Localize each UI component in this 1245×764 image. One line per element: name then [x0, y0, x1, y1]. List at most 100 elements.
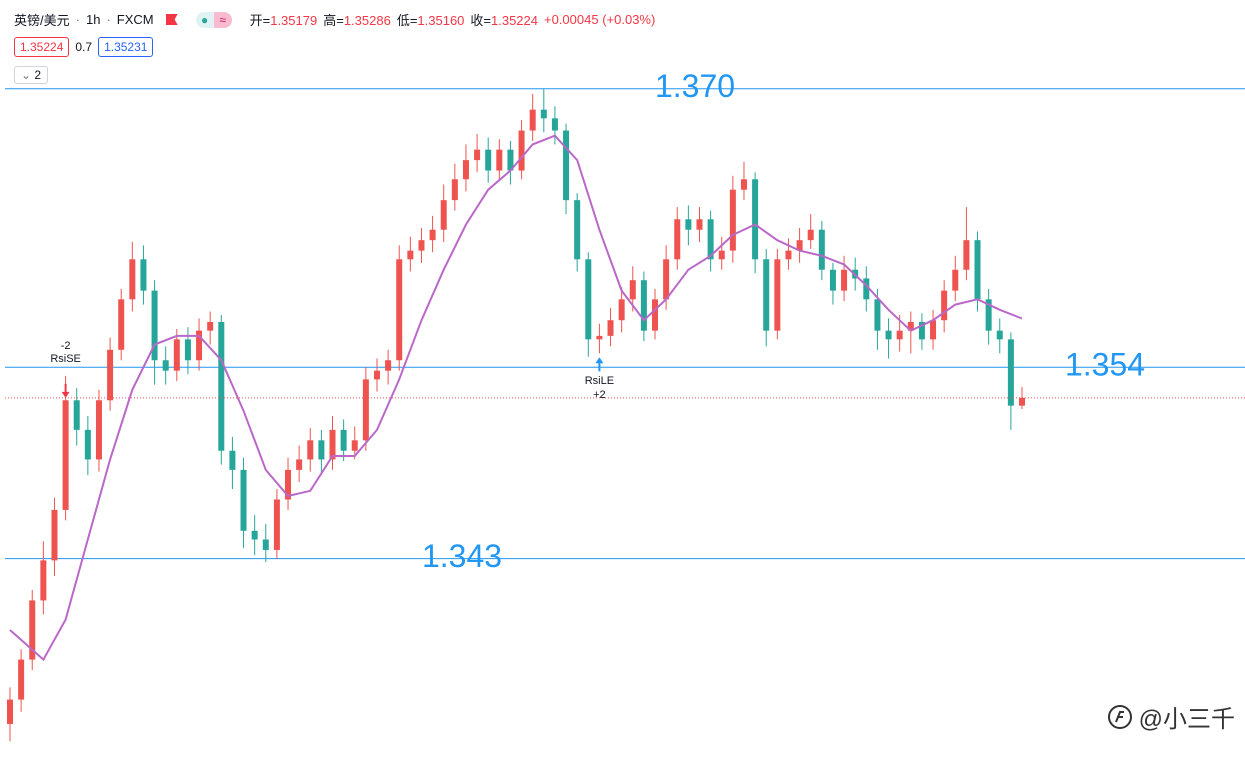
candle-body — [51, 509, 58, 561]
candle-body — [663, 259, 670, 300]
candle-body — [618, 299, 625, 321]
candle-body — [796, 240, 803, 251]
candle-body — [151, 290, 158, 361]
signal-arrow — [61, 383, 70, 398]
candle-body — [373, 370, 380, 380]
candle-body — [629, 280, 636, 300]
candle-body — [318, 440, 325, 460]
candle-body — [696, 219, 703, 230]
candle-body — [62, 400, 69, 510]
watermark-icon — [1107, 704, 1132, 729]
indicator-toggle[interactable]: ⌄ 2 — [14, 66, 49, 84]
candle-body — [540, 109, 547, 119]
ohlc-label: 高= — [323, 13, 344, 28]
signal-qty: -2 — [61, 340, 71, 352]
candle-body — [952, 269, 959, 291]
candle-body — [29, 600, 36, 660]
candle-body — [685, 219, 692, 230]
candle-body — [385, 360, 392, 371]
order-row: 1.35224 0.7 1.35231 — [14, 37, 154, 57]
candle-body — [518, 130, 525, 171]
candle-body — [95, 400, 102, 460]
level-label: 1.343 — [422, 538, 502, 574]
candle-body — [507, 149, 514, 171]
candle-body — [1019, 397, 1025, 406]
candle-body — [818, 229, 825, 270]
candle-body — [729, 189, 736, 251]
source: FXCM — [116, 12, 154, 27]
candle-body — [440, 200, 447, 230]
candle-body — [930, 320, 937, 340]
ohlc-value: 1.35224 — [491, 13, 538, 28]
candle-body — [18, 659, 25, 700]
moving-average — [9, 134, 1023, 662]
candle-body — [607, 320, 614, 336]
candle-body — [640, 280, 647, 331]
candle-body — [462, 160, 469, 180]
candle-body — [196, 330, 203, 361]
signal-qty: +2 — [593, 389, 606, 401]
candle-body — [184, 339, 191, 361]
candle-body — [563, 130, 570, 201]
candle-body — [240, 469, 247, 531]
candle-body — [229, 450, 236, 470]
candle-body — [396, 259, 403, 361]
candle-body — [974, 240, 981, 300]
candle-body — [551, 118, 558, 131]
candle-body — [863, 278, 870, 300]
candle-body — [107, 349, 114, 401]
candle-body — [451, 179, 458, 201]
candle-body — [740, 179, 747, 190]
candle-body — [785, 250, 792, 260]
candle-body — [707, 219, 714, 260]
ohlc-high: 高=1.35286 — [323, 10, 391, 29]
ohlc-value: 1.35179 — [270, 13, 318, 28]
candle-body — [774, 259, 781, 331]
candle-body — [941, 290, 948, 321]
watermark: @小三千 — [1107, 699, 1235, 734]
candle-body — [262, 539, 269, 550]
candle-body — [118, 299, 125, 350]
signal-name: RsiLE — [585, 375, 614, 387]
status-pill[interactable]: ● ≈ — [195, 11, 232, 28]
ohlc-value: 1.35286 — [343, 13, 391, 28]
candle-body — [763, 259, 770, 331]
candle-body — [307, 440, 314, 460]
candle-body — [918, 321, 925, 340]
candle-body — [807, 229, 814, 241]
level-label: 1.370 — [655, 68, 735, 104]
candle-body — [829, 269, 836, 291]
indicator-count: 2 — [34, 68, 42, 82]
candle-body — [73, 400, 80, 430]
candle-body — [652, 299, 659, 331]
watermark-text: @小三千 — [1138, 706, 1235, 733]
ohlc-open: 开=1.35179 — [250, 10, 318, 29]
sell-button[interactable]: 1.35224 — [14, 37, 70, 57]
candle-body — [674, 219, 681, 260]
candle-body — [351, 440, 358, 451]
flag-icon[interactable] — [165, 14, 178, 25]
candle-body — [985, 299, 992, 331]
candle-body — [718, 250, 725, 260]
candle-body — [207, 321, 214, 331]
buy-button[interactable]: 1.35231 — [98, 37, 154, 57]
change: +0.00045 (+0.03%) — [544, 12, 656, 27]
interval[interactable]: 1h — [85, 12, 101, 27]
candle-body — [963, 240, 970, 270]
candle-body — [529, 109, 536, 131]
ohlc-close: 收=1.35224 — [470, 10, 538, 29]
candle-body — [173, 339, 180, 371]
candle-body — [273, 499, 280, 550]
spread: 0.7 — [75, 40, 93, 54]
candle-body — [1007, 339, 1014, 406]
candle-body — [496, 149, 503, 171]
header: 英镑/美元 · 1h · FXCM ● ≈ 开=1.35179 高=1.35286 低… — [14, 10, 656, 29]
candle-body — [474, 149, 481, 161]
candle-body — [841, 269, 848, 291]
candle-body — [362, 379, 369, 441]
symbol[interactable]: 英镑/美元 — [14, 13, 70, 28]
candle-body — [429, 229, 436, 241]
ohlc-label: 开= — [249, 13, 271, 28]
